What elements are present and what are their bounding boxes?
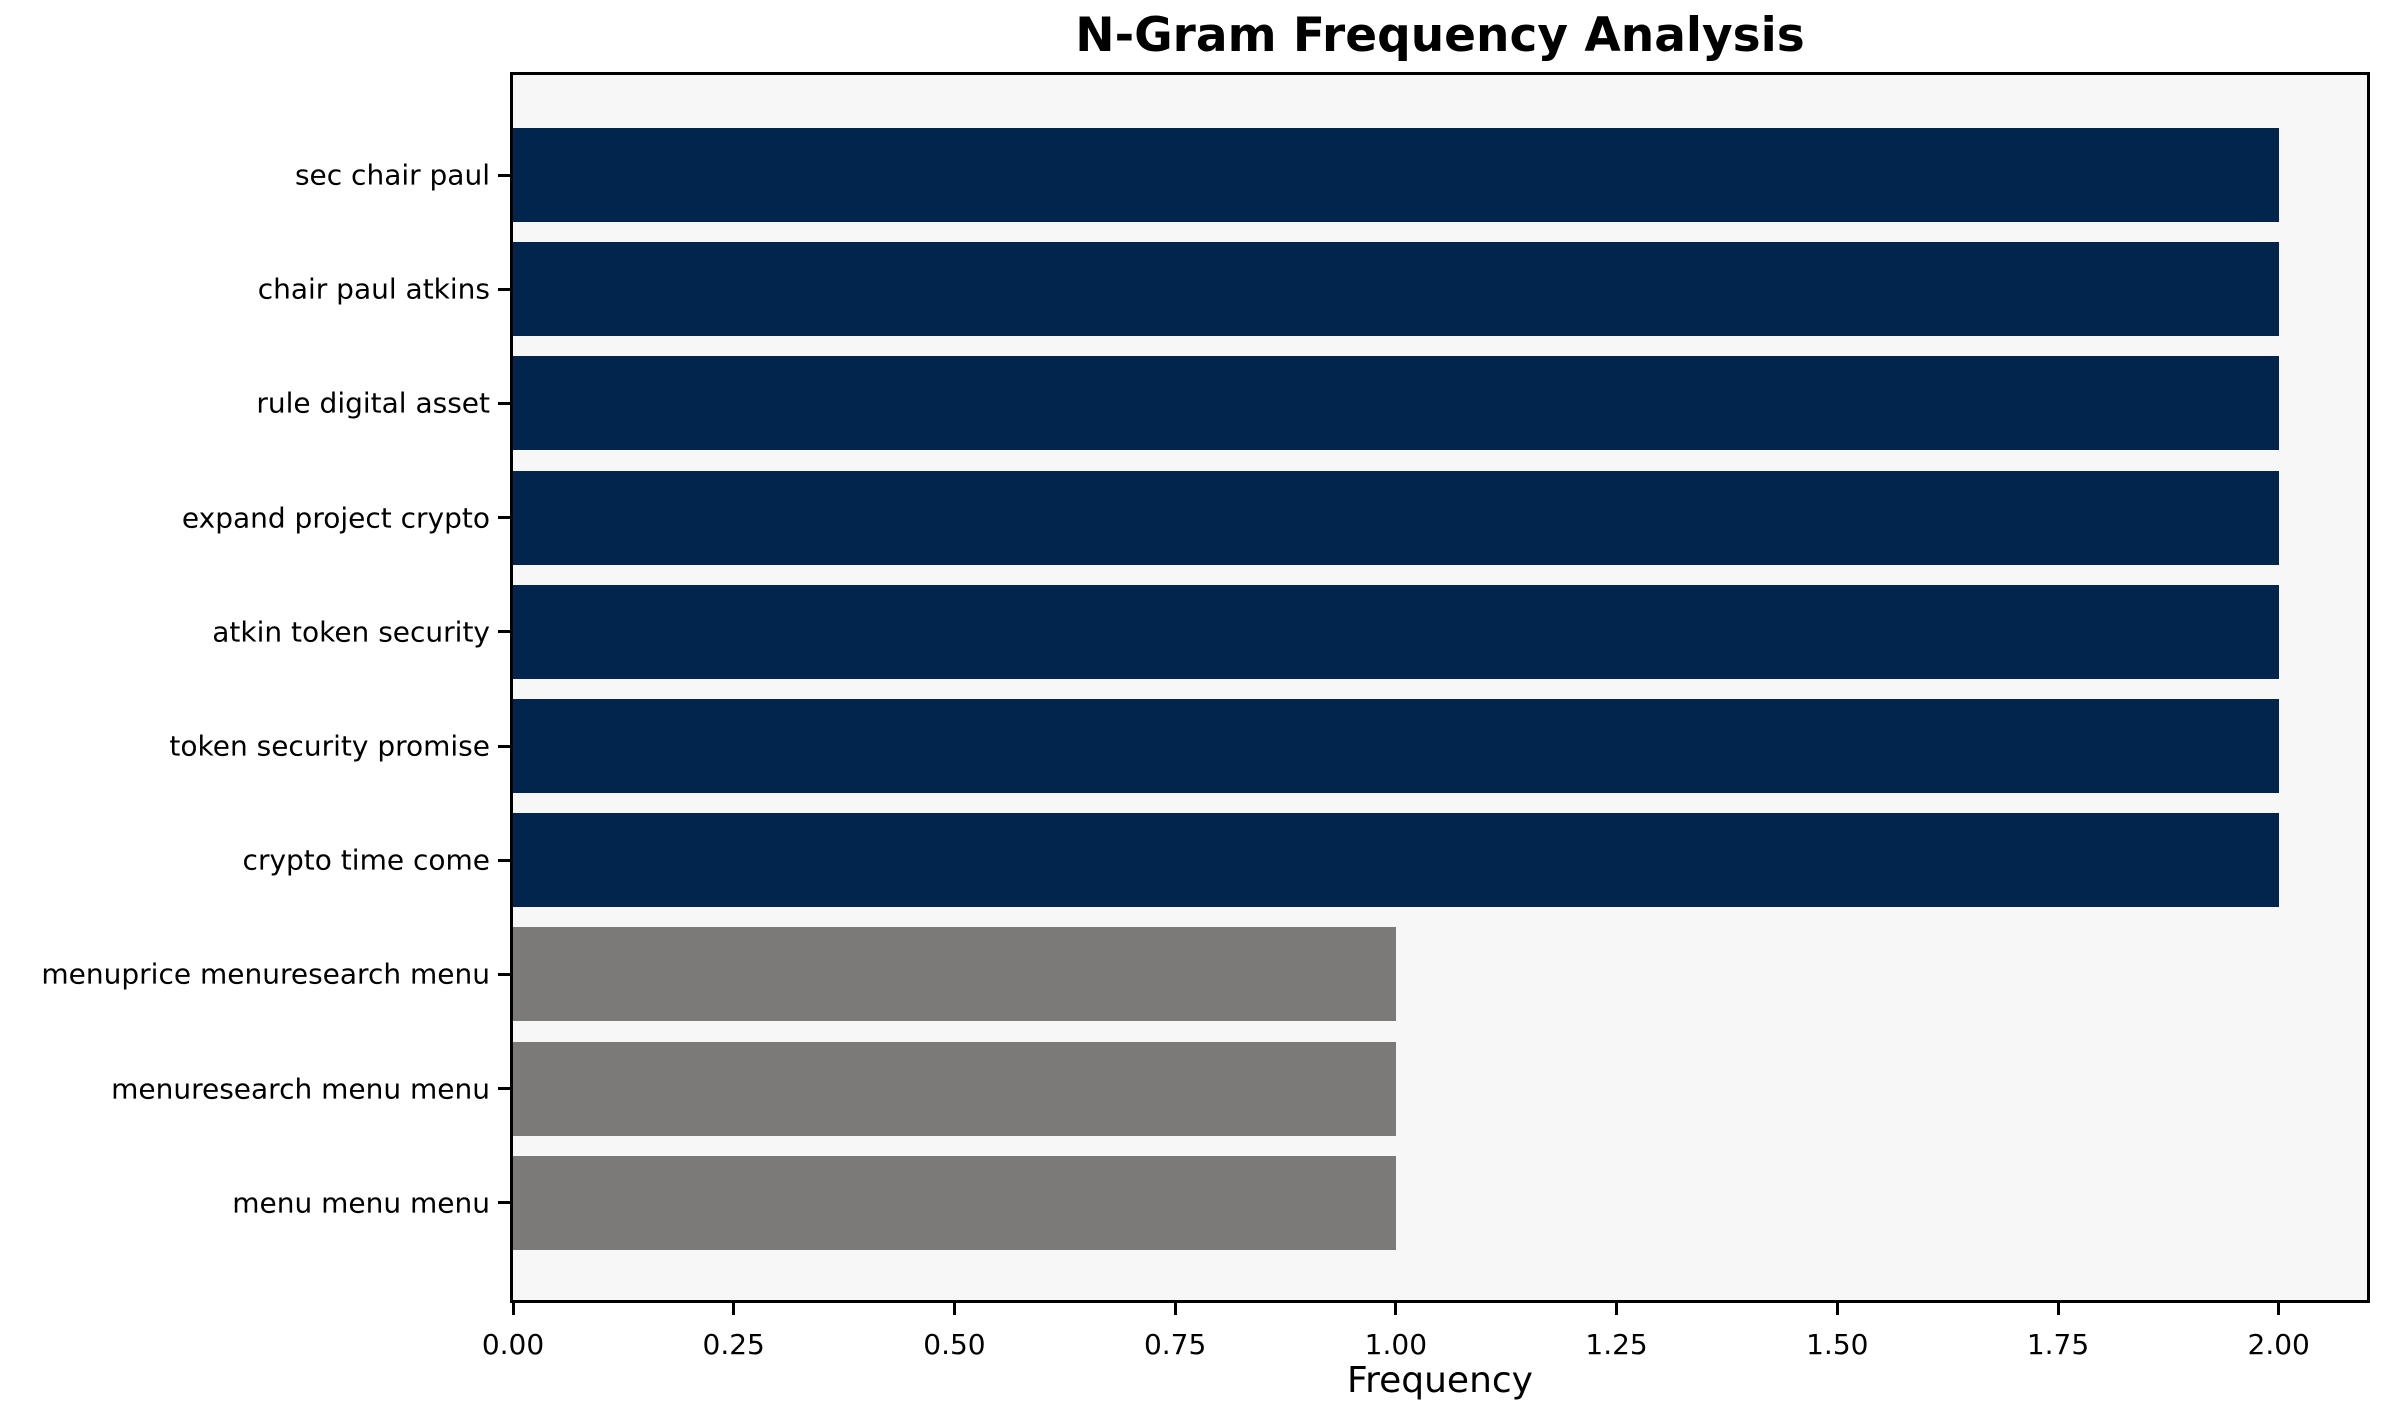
x-tick-mark xyxy=(1394,1303,1398,1315)
y-tick-mark xyxy=(498,173,510,177)
plot-area xyxy=(510,72,2370,1303)
bar xyxy=(513,698,2279,793)
y-tick-mark xyxy=(498,744,510,748)
y-tick-label: expand project crypto xyxy=(181,501,490,535)
x-tick-mark xyxy=(1835,1303,1839,1315)
y-tick-label: atkin token security xyxy=(212,615,490,649)
x-tick-mark xyxy=(2277,1303,2281,1315)
y-tick-label: menuprice menuresearch menu xyxy=(41,957,490,991)
x-tick-label: 0.00 xyxy=(481,1328,545,1361)
y-tick-label: menuresearch menu menu xyxy=(111,1072,490,1106)
bar xyxy=(513,470,2279,565)
y-tick-label: rule digital asset xyxy=(256,386,490,420)
y-tick-label: crypto time come xyxy=(242,843,490,877)
bar xyxy=(513,584,2279,679)
x-tick-label: 0.50 xyxy=(923,1328,986,1361)
x-tick-label: 1.00 xyxy=(1364,1328,1428,1361)
bar xyxy=(513,927,1396,1022)
x-tick-mark xyxy=(2056,1303,2060,1315)
bar xyxy=(513,242,2279,337)
y-tick-mark xyxy=(498,630,510,634)
y-tick-mark xyxy=(498,972,510,976)
x-tick-label: 2.00 xyxy=(2247,1328,2310,1361)
x-tick-mark xyxy=(952,1303,956,1315)
bar xyxy=(513,356,2279,451)
y-tick-label: token security promise xyxy=(169,729,490,763)
x-tick-label: 1.75 xyxy=(2026,1328,2090,1361)
bar xyxy=(513,1155,1396,1250)
y-tick-mark xyxy=(498,287,510,291)
y-tick-mark xyxy=(498,1087,510,1091)
x-tick-label: 0.75 xyxy=(1143,1328,1207,1361)
chart-title: N-Gram Frequency Analysis xyxy=(1075,8,1805,63)
bar xyxy=(513,813,2279,908)
y-tick-label: menu menu menu xyxy=(232,1186,490,1220)
x-tick-label: 1.25 xyxy=(1585,1328,1648,1361)
x-axis-label: Frequency xyxy=(1347,1360,1533,1401)
x-tick-label: 1.50 xyxy=(1806,1328,1869,1361)
x-tick-mark xyxy=(511,1303,515,1315)
x-tick-mark xyxy=(1173,1303,1177,1315)
y-tick-mark xyxy=(498,858,510,862)
y-tick-label: sec chair paul xyxy=(294,158,490,192)
x-tick-mark xyxy=(1615,1303,1619,1315)
bar xyxy=(513,128,2279,222)
y-tick-label: chair paul atkins xyxy=(257,272,490,306)
y-tick-mark xyxy=(498,516,510,520)
y-tick-mark xyxy=(498,1201,510,1205)
bars-container xyxy=(513,75,2367,1300)
x-tick-label: 0.25 xyxy=(702,1328,765,1361)
bar xyxy=(513,1041,1396,1136)
y-tick-mark xyxy=(498,401,510,405)
x-tick-mark xyxy=(732,1303,736,1315)
